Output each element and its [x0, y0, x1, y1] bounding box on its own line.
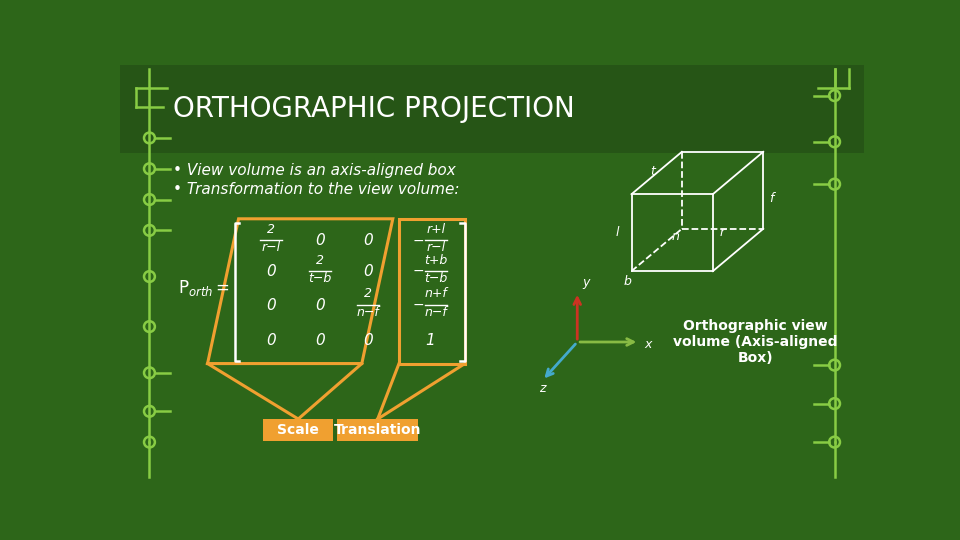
Text: t−b: t−b [308, 272, 331, 285]
Text: −: − [413, 298, 424, 312]
Text: n−f: n−f [356, 306, 379, 319]
Text: t: t [650, 165, 655, 178]
Text: 2: 2 [364, 287, 372, 300]
Text: • View volume is an axis-aligned box: • View volume is an axis-aligned box [173, 164, 455, 178]
Text: 0: 0 [363, 333, 372, 348]
Text: 0: 0 [315, 233, 324, 248]
Bar [337, 419, 419, 441]
Text: $\mathrm{P}_{orth}=$: $\mathrm{P}_{orth}=$ [179, 278, 230, 298]
Text: 0: 0 [266, 298, 276, 313]
Text: Orthographic view
volume (Axis-aligned
Box): Orthographic view volume (Axis-aligned B… [673, 319, 838, 365]
Text: 2: 2 [267, 222, 276, 236]
Text: ORTHOGRAPHIC PROJECTION: ORTHOGRAPHIC PROJECTION [173, 96, 574, 124]
Text: • Transformation to the view volume:: • Transformation to the view volume: [173, 182, 459, 197]
Text: r+l: r+l [426, 222, 445, 236]
Text: r−l: r−l [261, 241, 280, 254]
Text: y: y [582, 276, 589, 289]
Text: −: − [413, 264, 424, 278]
Text: f: f [769, 192, 773, 205]
Text: 1: 1 [425, 333, 435, 348]
Bar [263, 419, 333, 441]
Text: b: b [624, 275, 632, 288]
Text: 0: 0 [315, 298, 324, 313]
Text: 0: 0 [315, 333, 324, 348]
Text: t−b: t−b [424, 272, 447, 285]
Text: r−l: r−l [426, 241, 445, 254]
Text: Translation: Translation [334, 423, 421, 437]
Text: n: n [672, 230, 680, 243]
Text: r: r [720, 226, 725, 239]
Text: t+b: t+b [424, 254, 447, 267]
Text: −: − [413, 233, 424, 247]
Text: 0: 0 [266, 264, 276, 279]
Text: l: l [615, 226, 619, 239]
Bar [399, 219, 465, 363]
Text: 0: 0 [363, 233, 372, 248]
Text: 0: 0 [266, 333, 276, 348]
Text: n−f: n−f [425, 306, 447, 319]
Text: 2: 2 [316, 254, 324, 267]
Bar [120, 65, 864, 153]
Text: Scale: Scale [277, 423, 319, 437]
Text: x: x [644, 338, 651, 351]
Text: 0: 0 [363, 264, 372, 279]
Text: z: z [540, 382, 546, 395]
Text: n+f: n+f [425, 287, 447, 300]
